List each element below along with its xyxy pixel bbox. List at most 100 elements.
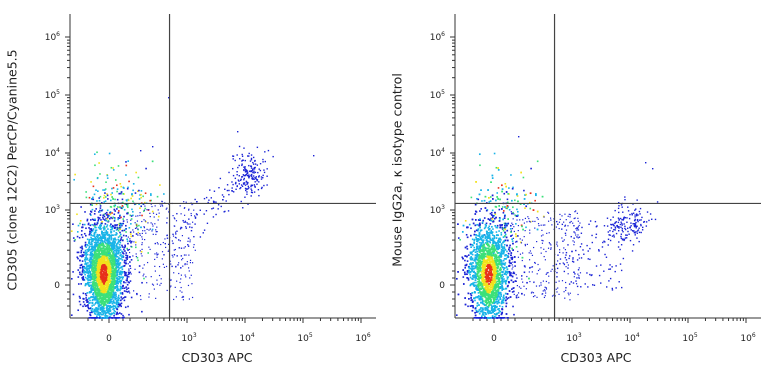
event-dot — [187, 244, 189, 246]
event-dot — [79, 273, 81, 276]
event-dot — [96, 258, 98, 260]
event-dot — [125, 231, 127, 233]
event-dot — [213, 190, 216, 192]
event-dot — [89, 213, 92, 215]
event-dot — [107, 239, 109, 242]
event-dot — [185, 254, 187, 256]
event-dot — [110, 259, 113, 262]
event-dot — [90, 309, 93, 312]
event-dot — [130, 223, 132, 225]
event-dot — [100, 291, 102, 294]
event-dot — [105, 229, 108, 232]
event-dot — [120, 299, 122, 302]
event-dot — [100, 273, 103, 276]
event-dot — [127, 160, 130, 162]
event-dot — [105, 256, 107, 259]
event-dot — [187, 284, 190, 287]
event-dot — [94, 287, 97, 290]
event-dot — [119, 235, 121, 237]
event-dot — [95, 249, 98, 252]
event-dot — [245, 180, 248, 183]
x-tick-label: 105 — [297, 332, 312, 344]
event-dot — [97, 294, 99, 297]
event-dot — [125, 174, 127, 176]
event-dot — [119, 233, 122, 236]
event-dot — [148, 209, 150, 211]
event-dot — [244, 182, 246, 184]
event-dot — [113, 263, 115, 265]
event-dot — [110, 283, 112, 285]
event-dot — [194, 249, 196, 251]
event-dot — [88, 317, 91, 319]
event-dot — [118, 217, 121, 219]
event-dot — [125, 259, 127, 262]
event-dot — [180, 226, 182, 229]
event-dot — [175, 233, 177, 235]
event-dot — [126, 280, 128, 282]
event-dot — [89, 259, 91, 262]
event-dot — [117, 298, 120, 300]
event-dot — [99, 307, 102, 309]
event-dot — [84, 293, 87, 295]
event-dot — [178, 262, 180, 264]
event-dot — [86, 248, 89, 251]
event-dot — [114, 217, 116, 220]
event-dot — [246, 173, 249, 175]
event-dot — [96, 298, 99, 300]
event-dot — [100, 297, 103, 300]
event-dot — [103, 303, 105, 305]
event-dot — [192, 246, 195, 248]
event-dot — [93, 223, 96, 226]
event-dot — [252, 169, 254, 171]
event-dot — [106, 193, 108, 195]
event-dot — [84, 211, 86, 213]
event-dot — [181, 235, 184, 237]
event-dot — [103, 262, 105, 264]
event-dot — [111, 196, 113, 198]
event-dot — [114, 210, 117, 212]
event-dot — [113, 205, 116, 207]
event-dot — [108, 262, 111, 265]
event-dot — [126, 283, 129, 286]
event-dot — [125, 282, 127, 284]
event-dot — [109, 310, 112, 313]
event-dot — [190, 212, 192, 215]
event-dot — [96, 151, 98, 154]
event-dot — [120, 236, 123, 239]
event-dot — [103, 228, 105, 231]
event-dot — [91, 278, 94, 280]
event-dot — [115, 317, 117, 319]
event-dot — [243, 179, 245, 181]
event-dot — [177, 264, 179, 266]
event-dot — [109, 225, 112, 227]
event-dot — [124, 203, 127, 205]
event-dot — [92, 284, 94, 287]
event-dot — [207, 201, 209, 204]
event-dot — [110, 255, 112, 257]
event-dot — [81, 260, 84, 262]
event-dot — [227, 210, 230, 212]
event-dot — [162, 241, 164, 244]
event-dot — [119, 304, 122, 306]
event-dot — [92, 266, 95, 269]
event-dot — [95, 307, 97, 309]
event-dot — [112, 274, 115, 277]
event-dot — [119, 280, 122, 282]
event-dot — [106, 291, 109, 294]
event-dot — [141, 232, 143, 235]
event-dot — [102, 305, 105, 308]
event-dot — [120, 282, 122, 285]
event-dot — [140, 196, 142, 199]
event-dot — [190, 214, 192, 217]
event-dot — [83, 223, 86, 226]
event-dot — [191, 226, 193, 229]
event-dot — [121, 278, 124, 280]
event-dot — [93, 288, 96, 290]
event-dot — [112, 283, 115, 286]
event-dot — [97, 256, 100, 259]
event-dot — [111, 266, 113, 269]
event-dot — [132, 210, 134, 213]
event-dot — [98, 305, 100, 308]
event-dot — [114, 296, 116, 299]
event-dot — [100, 247, 102, 249]
